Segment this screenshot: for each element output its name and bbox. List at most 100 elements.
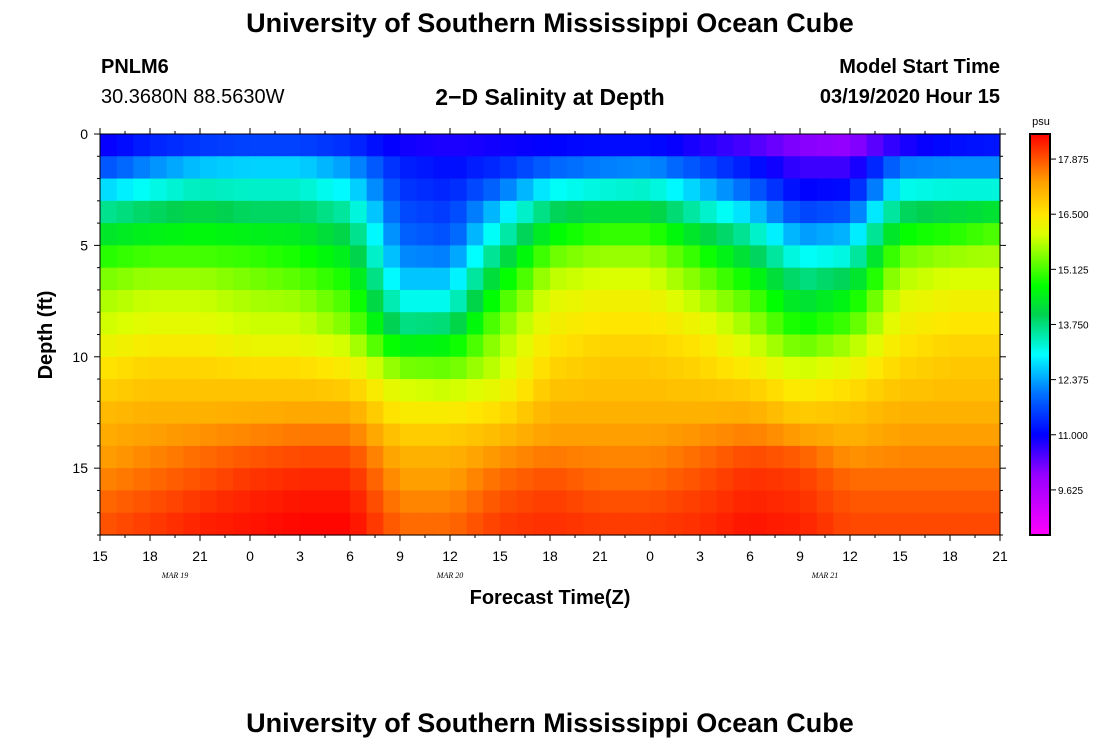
heatmap-cell	[100, 178, 118, 202]
heatmap-cell	[816, 267, 834, 291]
heatmap-cell	[983, 245, 1001, 269]
heatmap-cell	[216, 267, 234, 291]
heatmap-cell	[950, 267, 968, 291]
heatmap-cell	[616, 267, 634, 291]
heatmap-cell	[183, 156, 201, 180]
heatmap-cell	[316, 178, 334, 202]
heatmap-cell	[783, 267, 801, 291]
heatmap-cell	[283, 134, 301, 157]
heatmap-cell	[900, 156, 918, 180]
heatmap-cell	[516, 512, 534, 536]
heatmap-cell	[666, 356, 684, 380]
heatmap-cell	[233, 468, 251, 492]
heatmap-cell	[716, 245, 734, 269]
heatmap-cell	[383, 356, 401, 380]
heatmap-cell	[850, 512, 868, 536]
colorbar-unit: psu	[1032, 116, 1050, 128]
heatmap-cell	[566, 200, 584, 224]
heatmap-cell	[166, 245, 184, 269]
heatmap-cell	[450, 267, 468, 291]
heatmap-cell	[733, 200, 751, 224]
heatmap-cell	[950, 379, 968, 402]
heatmap-cell	[700, 468, 718, 492]
heatmap-cell	[816, 245, 834, 269]
heatmap-cell	[566, 289, 584, 313]
heatmap-cell	[366, 423, 384, 447]
heatmap-cell	[833, 468, 851, 492]
heatmap-cell	[816, 490, 834, 514]
heatmap-cell	[683, 156, 701, 180]
heatmap-cell	[433, 423, 451, 447]
heatmap-cell	[750, 379, 768, 402]
heatmap-cell	[900, 289, 918, 313]
heatmap-cell	[616, 379, 634, 402]
heatmap-cell	[433, 512, 451, 536]
heatmap-cell	[233, 334, 251, 358]
heatmap-cell	[300, 245, 318, 269]
heatmap-cell	[233, 312, 251, 336]
heatmap-cell	[866, 401, 884, 425]
heatmap-cell	[350, 178, 368, 202]
heatmap-cell	[850, 156, 868, 180]
heatmap-cell	[383, 401, 401, 425]
heatmap-cell	[733, 445, 751, 469]
heatmap-cell	[866, 423, 884, 447]
heatmap-cell	[433, 379, 451, 402]
heatmap-cell	[716, 156, 734, 180]
heatmap-cell	[700, 134, 718, 157]
heatmap-cell	[733, 223, 751, 246]
heatmap-cell	[116, 490, 134, 514]
heatmap-cell	[933, 312, 951, 336]
heatmap-cell	[166, 490, 184, 514]
heatmap-cell	[800, 156, 818, 180]
heatmap-cell	[683, 490, 701, 514]
heatmap-cell	[133, 356, 151, 380]
heatmap-cell	[466, 289, 484, 313]
heatmap-cell	[183, 445, 201, 469]
heatmap-cell	[583, 334, 601, 358]
heatmap-cell	[183, 312, 201, 336]
heatmap-cell	[733, 134, 751, 157]
heatmap-cell	[400, 490, 418, 514]
heatmap-cell	[166, 289, 184, 313]
heatmap-cell	[216, 200, 234, 224]
heatmap-cell	[550, 334, 568, 358]
heatmap-cell	[600, 468, 618, 492]
heatmap-cell	[700, 200, 718, 224]
heatmap-cell	[866, 289, 884, 313]
heatmap-cell	[316, 312, 334, 336]
heatmap-cell	[566, 512, 584, 536]
heatmap-cell	[133, 245, 151, 269]
x-tick-label: 9	[796, 548, 804, 564]
heatmap-cell	[816, 156, 834, 180]
heatmap-cell	[550, 223, 568, 246]
heatmap-cell	[233, 356, 251, 380]
heatmap-cell	[350, 312, 368, 336]
heatmap-cell	[900, 134, 918, 157]
heatmap-cell	[933, 468, 951, 492]
heatmap-cell	[850, 245, 868, 269]
heatmap-cell	[566, 445, 584, 469]
heatmap-cell	[416, 445, 434, 469]
heatmap-cell	[133, 423, 151, 447]
heatmap-cell	[716, 401, 734, 425]
heatmap-cell	[750, 401, 768, 425]
heatmap-cell	[783, 512, 801, 536]
heatmap-cell	[700, 445, 718, 469]
heatmap-cell	[800, 490, 818, 514]
heatmap-cell	[966, 512, 984, 536]
heatmap-cell	[266, 356, 284, 380]
heatmap-cell	[433, 312, 451, 336]
heatmap-cell	[616, 445, 634, 469]
heatmap-cell	[450, 223, 468, 246]
heatmap-cell	[383, 334, 401, 358]
heatmap-cell	[383, 223, 401, 246]
heatmap-cell	[200, 445, 218, 469]
heatmap-cell	[300, 200, 318, 224]
heatmap-cell	[916, 245, 934, 269]
heatmap-cell	[250, 356, 268, 380]
y-tick-label: 5	[80, 237, 88, 253]
heatmap-cell	[766, 200, 784, 224]
heatmap-cell	[966, 312, 984, 336]
heatmap-cell	[100, 445, 118, 469]
